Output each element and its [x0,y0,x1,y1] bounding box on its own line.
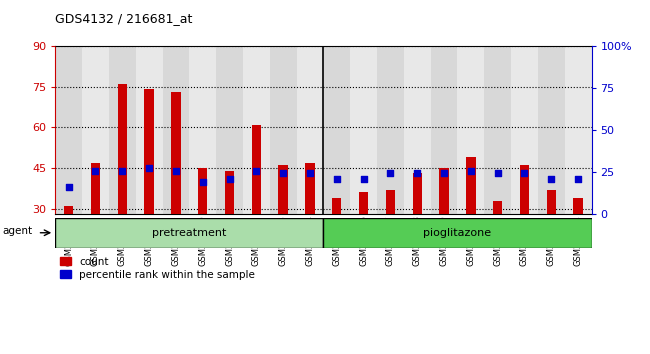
Point [573,176,583,182]
Bar [198,168,207,214]
Bar [118,84,127,214]
Point [385,171,396,176]
Bar [252,125,261,214]
Bar [82,46,109,214]
Bar [377,46,404,214]
Point [144,165,154,171]
Legend: count, percentile rank within the sample: count, percentile rank within the sample [60,257,255,280]
Bar [296,46,324,214]
Bar [55,218,324,248]
Point [198,179,208,184]
Bar [359,193,369,214]
Point [412,171,423,176]
Bar [404,46,430,214]
Bar [493,201,502,214]
Bar [332,198,341,214]
Text: pioglitazone: pioglitazone [423,228,491,238]
Point [358,176,369,182]
Bar [484,46,511,214]
Bar [538,46,565,214]
Bar [511,46,538,214]
Bar [573,198,583,214]
Point [251,168,261,173]
Bar [55,46,82,214]
Bar [171,92,181,214]
Bar [278,165,288,214]
Bar [91,162,100,214]
Point [465,168,476,173]
Bar [64,206,73,214]
Bar [225,171,234,214]
Bar [109,46,136,214]
Point [117,168,127,173]
Point [90,168,101,173]
Point [439,171,449,176]
Bar [385,190,395,214]
Point [332,176,342,182]
Bar [430,46,458,214]
Bar [144,90,154,214]
Bar [162,46,189,214]
Point [305,171,315,176]
Bar [136,46,162,214]
Bar [189,46,216,214]
Bar [324,46,350,214]
Point [224,176,235,182]
Point [519,171,530,176]
Text: pretreatment: pretreatment [152,228,226,238]
Point [171,168,181,173]
Bar [270,46,296,214]
Bar [350,46,377,214]
Bar [216,46,243,214]
Bar [439,168,448,214]
Text: agent: agent [3,226,33,236]
Bar [324,218,592,248]
Bar [458,46,484,214]
Text: GDS4132 / 216681_at: GDS4132 / 216681_at [55,12,192,25]
Bar [520,165,529,214]
Point [546,176,556,182]
Bar [565,46,592,214]
Bar [466,157,476,214]
Bar [547,190,556,214]
Point [64,184,74,190]
Bar [243,46,270,214]
Bar [413,173,422,214]
Point [493,171,503,176]
Bar [306,162,315,214]
Point [278,171,289,176]
